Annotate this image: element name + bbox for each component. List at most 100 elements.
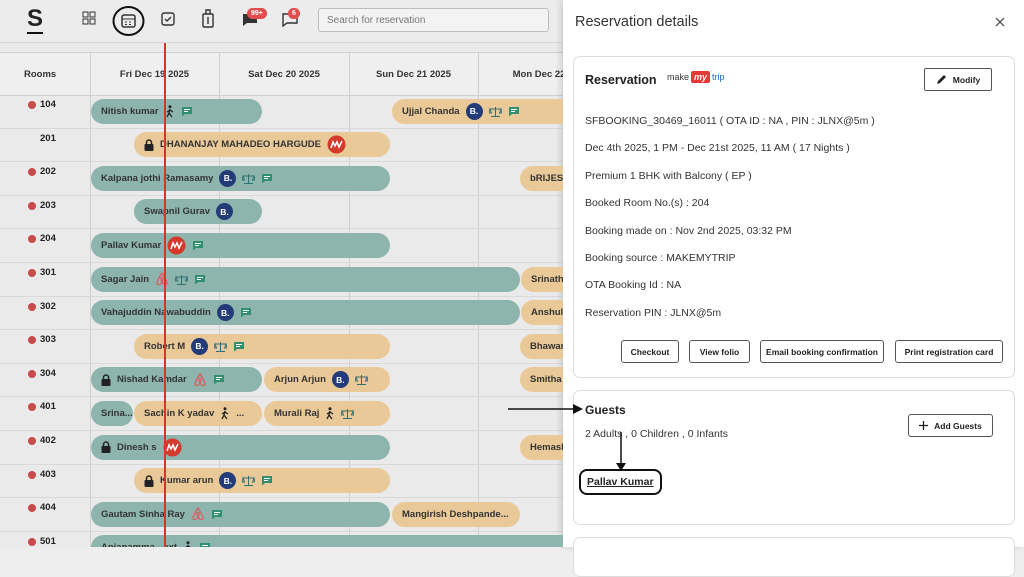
close-button[interactable] xyxy=(995,17,1005,27)
search-input[interactable]: Search for reservation xyxy=(318,8,549,32)
booking-pill[interactable]: Nishad Kamdar xyxy=(91,367,262,393)
icon-svg xyxy=(242,476,256,487)
reservation-detail: Booking made on : Nov 2nd 2025, 03:32 PM xyxy=(585,224,792,237)
booking-pill[interactable]: DHANANJAY MAHADEO HARGUDE xyxy=(134,132,390,158)
booking-pill[interactable]: Nitish kumar xyxy=(91,98,262,124)
dashboard-icon[interactable] xyxy=(82,11,96,25)
action-button[interactable]: Email booking confirmation xyxy=(760,340,884,363)
icon xyxy=(192,240,204,251)
room-status-dot xyxy=(28,101,36,109)
annotation-arrow xyxy=(616,432,626,471)
booking-pill[interactable]: Kalpana jothi Ramasamy B. xyxy=(91,165,390,191)
icon-svg xyxy=(213,375,224,385)
icon-path xyxy=(165,108,173,117)
booking-pill[interactable]: Anshul xyxy=(521,300,563,326)
icon-rect xyxy=(101,378,111,386)
icon-path xyxy=(354,375,368,386)
guest-name[interactable]: Pallav Kumar xyxy=(579,469,662,495)
booking-pill[interactable]: Hemash xyxy=(520,434,563,460)
reservation-detail: Premium 1 BHK with Balcony ( EP ) xyxy=(585,169,752,182)
icon-svg xyxy=(101,441,111,453)
booking-pill[interactable]: Srina... xyxy=(91,400,133,426)
calendar-header: Rooms Fri Dec 19 2025 Sat Dec 20 2025 Sun … xyxy=(0,52,563,96)
row-line xyxy=(0,463,563,465)
booking-pill[interactable]: Kumar arun B. xyxy=(134,468,390,494)
luggage-icon[interactable] xyxy=(201,9,215,29)
booking-com-badge: B. xyxy=(216,203,233,221)
icon-svg xyxy=(194,372,206,386)
booking-pill[interactable]: Sagar Jain xyxy=(91,266,520,292)
row-line xyxy=(0,429,563,431)
calendar-icon[interactable] xyxy=(112,5,145,37)
icon xyxy=(242,173,256,184)
icon-path xyxy=(488,106,502,117)
icon-path xyxy=(195,242,202,246)
icon-path xyxy=(242,476,256,487)
icon-ellipse xyxy=(112,6,145,36)
booking-pill[interactable]: Srinath xyxy=(521,266,563,292)
guest-name: Nishad Kamdar xyxy=(117,374,187,386)
icon xyxy=(213,374,225,385)
add-guests-button[interactable]: Add Guests xyxy=(908,414,993,437)
guest-summary: 2 Adults , 0 Children , 0 Infants xyxy=(585,428,729,440)
reservation-detail: Dec 4th 2025, 1 PM - Dec 21st 2025, 11 A… xyxy=(585,142,850,155)
booking-pill[interactable]: Anjanamma - ext xyxy=(91,535,563,547)
icon xyxy=(183,541,193,547)
action-button[interactable]: Checkout xyxy=(621,340,679,363)
icon-circle xyxy=(168,104,172,108)
icon-svg xyxy=(326,407,334,420)
booking-pill[interactable]: bRIJES xyxy=(520,165,563,191)
reservation-detail: Booking source : MAKEMYTRIP xyxy=(585,252,736,264)
guest-name: Anshul xyxy=(531,307,563,319)
icon-rect xyxy=(82,11,89,18)
logo[interactable]: S xyxy=(27,5,44,34)
modify-button[interactable]: Modify xyxy=(924,68,992,91)
booking-pill[interactable]: Pallav Kumar xyxy=(91,232,390,258)
panel-title: Reservation details xyxy=(575,14,699,30)
booking-pill[interactable]: Dinesh s xyxy=(91,434,390,460)
icon-svg xyxy=(185,541,191,547)
icon-svg xyxy=(144,474,154,487)
booking-pill[interactable]: Smitha xyxy=(520,367,563,393)
reservation-detail: OTA Booking Id : NA xyxy=(585,279,682,292)
logo-part: my xyxy=(691,71,711,83)
icon-svg xyxy=(101,374,111,386)
icon-svg xyxy=(193,240,204,251)
notification-badge: 99+ xyxy=(247,8,267,19)
icon-path xyxy=(573,404,583,414)
guest-name: Kumar arun xyxy=(160,475,214,487)
room-number: 302 xyxy=(40,300,56,312)
icon xyxy=(233,341,245,352)
booking-pill[interactable]: Murali Raj xyxy=(264,400,390,426)
icon-svg xyxy=(262,173,273,184)
icon xyxy=(144,474,154,487)
booking-pill[interactable]: Sachin K yadav... xyxy=(134,400,262,426)
booking-pill[interactable]: Ujjal Chanda B. xyxy=(392,98,563,124)
action-button[interactable]: Print registration card xyxy=(895,340,1003,363)
booking-pill[interactable]: Gautam Sinha Ray xyxy=(91,501,390,527)
icon-svg xyxy=(195,274,206,284)
booking-pill[interactable]: Swapnil Gurav B. xyxy=(134,199,262,225)
booking-pill[interactable]: Vahajuddin Nawabuddin B. xyxy=(91,300,520,326)
guests-card: Guests 2 Adults , 0 Children , 0 Infants… xyxy=(573,390,1015,525)
icon xyxy=(211,509,223,520)
room-number: 202 xyxy=(40,166,56,178)
column-line xyxy=(349,52,350,547)
booking-pill[interactable]: Bhawar xyxy=(520,333,563,359)
booking-pill[interactable]: Robert M B. xyxy=(134,333,390,359)
icon xyxy=(181,106,193,117)
icon-path xyxy=(192,507,204,521)
booking-pill[interactable]: Arjun Arjun B. xyxy=(264,367,390,393)
icon-svg xyxy=(508,106,519,116)
icon-rect xyxy=(82,18,89,25)
guest-name: Srinath xyxy=(531,273,563,285)
booking-pill[interactable]: Mangirish Deshpande... xyxy=(392,501,520,527)
guest-name: Sagar Jain xyxy=(101,273,150,285)
action-button[interactable]: View folio xyxy=(689,340,750,363)
checkin-icon[interactable] xyxy=(161,11,175,26)
row-line xyxy=(0,329,563,331)
icon-svg xyxy=(341,408,355,419)
icon-path xyxy=(122,18,135,25)
reservation-detail: SFBOOKING_30469_16011 ( OTA ID : NA , PI… xyxy=(585,115,875,127)
icon-path xyxy=(236,343,243,347)
